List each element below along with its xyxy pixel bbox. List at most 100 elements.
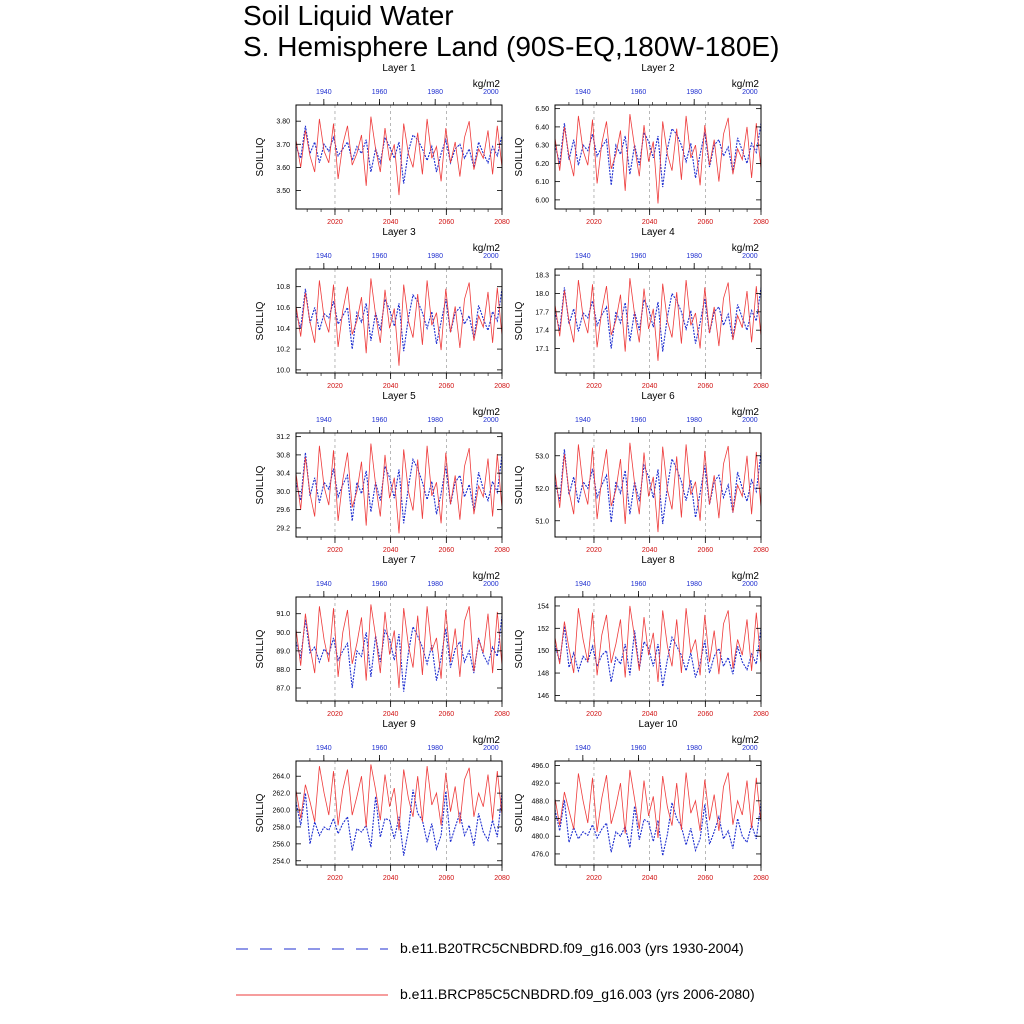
x-tick-label-bottom: 2020 bbox=[586, 383, 602, 390]
x-tick-label-top: 1980 bbox=[686, 417, 702, 424]
series-historical-line bbox=[295, 789, 503, 856]
plot-frame bbox=[554, 596, 762, 702]
y-tick-label: 91.0 bbox=[276, 611, 290, 618]
y-tick-label: 17.7 bbox=[535, 309, 549, 316]
y-tick-label: 256.0 bbox=[272, 841, 290, 848]
y-tick-label: 89.0 bbox=[276, 648, 290, 655]
units-label: kg/m2 bbox=[732, 735, 760, 746]
y-tick-label: 51.0 bbox=[535, 518, 549, 525]
y-axis-label: SOILLIQ bbox=[255, 629, 266, 668]
plot-frame bbox=[295, 596, 503, 702]
x-tick-label-top: 1940 bbox=[316, 581, 332, 588]
x-tick-label-top: 1960 bbox=[631, 253, 647, 260]
x-tick-label-top: 1940 bbox=[575, 89, 591, 96]
panel-6: Layer 6 kg/m2 SOILLIQ 51.0 52.0 53.0 2020 2040 2… bbox=[514, 391, 769, 554]
y-tick-label: 17.1 bbox=[535, 346, 549, 353]
panel-9: Layer 9 kg/m2 SOILLIQ 254.0 256.0 258.0 260.0 2… bbox=[255, 719, 510, 882]
x-tick-label-bottom: 2020 bbox=[327, 875, 343, 882]
units-label: kg/m2 bbox=[473, 243, 501, 254]
y-tick-label: 3.80 bbox=[276, 119, 290, 126]
y-tick-label: 10.8 bbox=[276, 284, 290, 291]
x-tick-label-bottom: 2040 bbox=[642, 711, 658, 718]
x-tick-label-bottom: 2060 bbox=[698, 383, 714, 390]
y-tick-label: 254.0 bbox=[272, 858, 290, 865]
y-tick-label: 18.3 bbox=[535, 273, 549, 280]
y-tick-label: 31.2 bbox=[276, 434, 290, 441]
x-tick-label-bottom: 2020 bbox=[586, 219, 602, 226]
y-axis-label: SOILLIQ bbox=[255, 301, 266, 340]
panel-title: Layer 2 bbox=[641, 63, 675, 74]
x-tick-label-bottom: 2080 bbox=[494, 875, 510, 882]
series-future-line bbox=[554, 605, 762, 683]
units-label: kg/m2 bbox=[473, 571, 501, 582]
x-tick-label-bottom: 2060 bbox=[698, 711, 714, 718]
x-tick-label-top: 2000 bbox=[483, 253, 499, 260]
series-future-line bbox=[554, 442, 762, 533]
y-tick-label: 258.0 bbox=[272, 824, 290, 831]
y-tick-label: 492.0 bbox=[531, 781, 549, 788]
series-historical-line bbox=[554, 123, 762, 188]
x-tick-label-top: 1980 bbox=[686, 745, 702, 752]
x-tick-label-top: 1960 bbox=[631, 89, 647, 96]
x-tick-label-top: 1980 bbox=[427, 745, 443, 752]
y-tick-label: 6.00 bbox=[535, 197, 549, 204]
x-tick-label-bottom: 2080 bbox=[753, 219, 769, 226]
panel-title: Layer 9 bbox=[382, 719, 416, 730]
legend-historical-label: b.e11.B20TRC5CNBDRD.f09_g16.003 (yrs 193… bbox=[400, 940, 744, 956]
y-tick-label: 3.70 bbox=[276, 142, 290, 149]
y-tick-label: 150 bbox=[537, 648, 549, 655]
units-label: kg/m2 bbox=[732, 571, 760, 582]
x-tick-label-bottom: 2040 bbox=[642, 383, 658, 390]
x-tick-label-bottom: 2080 bbox=[753, 383, 769, 390]
x-tick-label-bottom: 2020 bbox=[327, 711, 343, 718]
x-tick-label-top: 2000 bbox=[742, 89, 758, 96]
x-tick-label-bottom: 2060 bbox=[439, 875, 455, 882]
x-tick-label-bottom: 2080 bbox=[753, 547, 769, 554]
plot-frame bbox=[295, 760, 503, 866]
panel-title: Layer 6 bbox=[641, 391, 675, 402]
y-tick-label: 3.50 bbox=[276, 188, 290, 195]
x-tick-label-top: 1940 bbox=[575, 253, 591, 260]
x-tick-label-top: 1960 bbox=[372, 581, 388, 588]
x-tick-label-top: 1940 bbox=[316, 89, 332, 96]
x-tick-label-bottom: 2020 bbox=[586, 547, 602, 554]
y-tick-label: 88.0 bbox=[276, 667, 290, 674]
x-tick-label-bottom: 2020 bbox=[586, 711, 602, 718]
series-historical-line bbox=[554, 449, 762, 525]
y-axis-label: SOILLIQ bbox=[514, 137, 525, 176]
y-axis-label: SOILLIQ bbox=[514, 465, 525, 504]
panel-8: Layer 8 kg/m2 SOILLIQ 146 148 150 152 154 2020 20… bbox=[514, 555, 769, 718]
series-future-line bbox=[295, 764, 503, 831]
panel-7: Layer 7 kg/m2 SOILLIQ 87.0 88.0 89.0 90.0 91.0 2… bbox=[255, 555, 510, 718]
series-historical-line bbox=[295, 615, 503, 692]
series-future-line bbox=[554, 278, 762, 361]
y-tick-label: 262.0 bbox=[272, 791, 290, 798]
x-tick-label-bottom: 2040 bbox=[383, 875, 399, 882]
y-tick-label: 10.0 bbox=[276, 367, 290, 374]
y-axis-label: SOILLIQ bbox=[514, 629, 525, 668]
panel-4: Layer 4 kg/m2 SOILLIQ 17.1 17.4 17.7 18.0 18.3 2… bbox=[514, 227, 769, 390]
x-tick-label-bottom: 2040 bbox=[383, 383, 399, 390]
panel-title: Layer 7 bbox=[382, 555, 416, 566]
x-tick-label-top: 1940 bbox=[316, 417, 332, 424]
panel-5: Layer 5 kg/m2 SOILLIQ 29.2 29.6 30.0 30.4 30.8 3… bbox=[255, 391, 510, 554]
x-tick-label-top: 2000 bbox=[742, 253, 758, 260]
x-tick-label-bottom: 2060 bbox=[439, 711, 455, 718]
plot-frame bbox=[554, 268, 762, 374]
y-axis-label: SOILLIQ bbox=[514, 793, 525, 832]
x-tick-label-top: 2000 bbox=[483, 745, 499, 752]
y-tick-label: 29.2 bbox=[276, 525, 290, 532]
y-tick-label: 488.0 bbox=[531, 798, 549, 805]
x-tick-label-top: 2000 bbox=[742, 417, 758, 424]
x-tick-label-top: 1960 bbox=[372, 89, 388, 96]
series-historical-line bbox=[295, 125, 503, 184]
x-tick-label-top: 1980 bbox=[427, 417, 443, 424]
x-tick-label-bottom: 2060 bbox=[439, 219, 455, 226]
chart-title-line-2: S. Hemisphere Land (90S-EQ,180W-180E) bbox=[243, 31, 780, 62]
x-tick-label-top: 1940 bbox=[575, 417, 591, 424]
x-tick-label-top: 1980 bbox=[427, 581, 443, 588]
x-tick-label-bottom: 2080 bbox=[494, 711, 510, 718]
y-tick-label: 496.0 bbox=[531, 763, 549, 770]
x-tick-label-bottom: 2040 bbox=[642, 219, 658, 226]
